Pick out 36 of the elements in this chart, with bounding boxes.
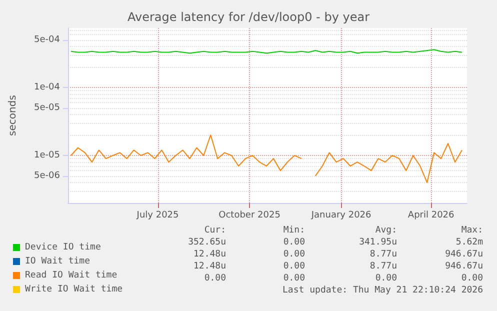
text: Max: xyxy=(461,226,484,236)
text: 0.00 xyxy=(283,274,306,284)
legend-label: IO Wait time xyxy=(25,256,90,266)
text: 8.77u xyxy=(370,262,397,272)
text: 0.00 xyxy=(204,274,226,284)
text: 8.77u xyxy=(370,250,397,260)
text: Last update: Thu May 21 22:10:24 2026 xyxy=(282,286,483,296)
text: Cur: xyxy=(204,226,226,236)
x-tick-label: April 2026 xyxy=(408,210,455,220)
text: 0.00 xyxy=(283,238,306,248)
x-tick-label: October 2025 xyxy=(218,210,280,220)
text: 0.00 xyxy=(283,250,306,260)
text: 352.65u xyxy=(188,238,226,248)
text: 946.67u xyxy=(445,250,484,260)
y-tick-label: 1e-05 xyxy=(34,150,60,160)
legend-label: Device IO time xyxy=(25,242,101,252)
text: 0.00 xyxy=(375,274,398,284)
text: 12.48u xyxy=(193,262,226,272)
text: 0.00 xyxy=(461,274,484,284)
x-tick-label: July 2025 xyxy=(136,210,179,220)
y-tick-label: 5e-06 xyxy=(34,170,60,181)
legend-label: Read IO Wait time xyxy=(25,270,118,280)
y-axis-title: seconds xyxy=(8,95,18,136)
text: 946.67u xyxy=(445,262,484,272)
legend-label: Write IO Wait time xyxy=(25,284,123,294)
text: Avg: xyxy=(375,226,398,236)
y-tick-label: 5e-04 xyxy=(34,34,60,45)
text: 12.48u xyxy=(193,250,226,260)
text: 341.95u xyxy=(359,238,398,248)
y-tick-label: 1e-04 xyxy=(34,82,60,92)
text: 5.62m xyxy=(456,238,483,248)
y-tick-label: 5e-05 xyxy=(34,102,60,113)
chart-title: Average latency for /dev/loop0 - by year xyxy=(127,10,370,24)
x-tick-label: January 2026 xyxy=(310,210,372,220)
text: 0.00 xyxy=(283,262,306,272)
text: Min: xyxy=(283,226,306,236)
